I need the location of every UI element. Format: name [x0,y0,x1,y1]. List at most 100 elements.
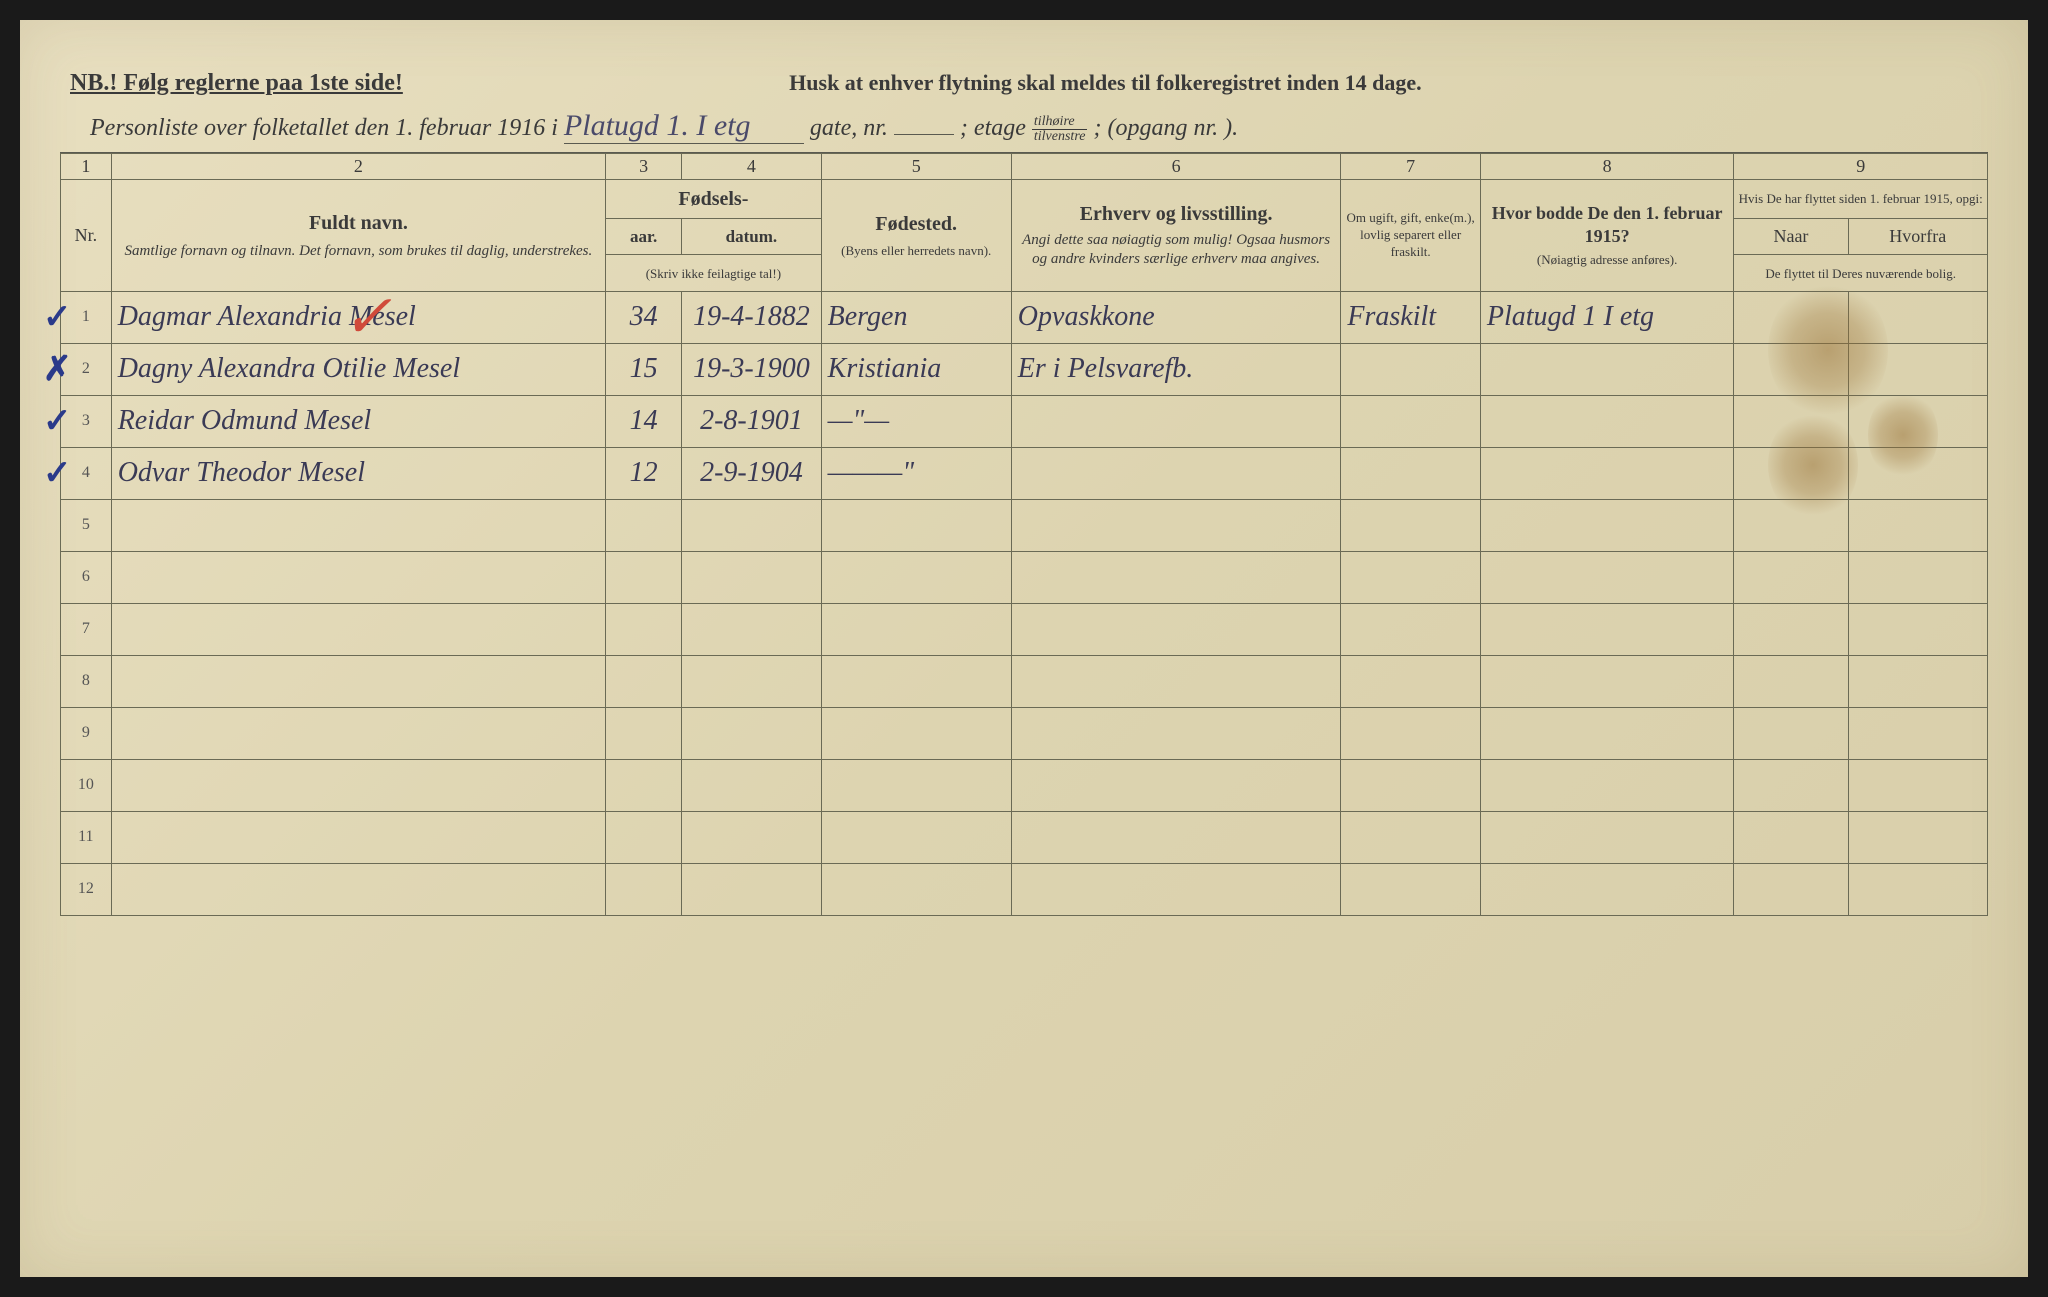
cell-when [1734,447,1848,499]
cell-occupation: Er i Pelsvarefb. [1011,343,1341,395]
col-fodsels: Fødsels- [606,180,822,219]
table-row: 9 [61,707,1988,759]
cell-civil [1341,811,1480,863]
col-naar: Naar [1734,219,1848,255]
cell-place [821,759,1011,811]
cell-from [1848,707,1988,759]
cell-when [1734,811,1848,863]
cell-occupation [1011,551,1341,603]
cell-civil [1341,707,1480,759]
row-number: 6 [61,551,112,603]
cell-from [1848,603,1988,655]
cell-name [111,863,605,915]
cell-from [1848,655,1988,707]
cell-date: 19-4-1882 [682,291,821,343]
cell-name [111,811,605,863]
col-1915: Hvor bodde De den 1. februar 1915? (Nøia… [1480,180,1734,292]
cell-year: 12 [606,447,682,499]
cell-when [1734,395,1848,447]
cell-occupation [1011,447,1341,499]
cell-place [821,811,1011,863]
cell-occupation [1011,707,1341,759]
cell-place [821,499,1011,551]
cell-place: —"— [821,395,1011,447]
cell-year: 14 [606,395,682,447]
row-number: 1✓ [61,291,112,343]
cell-from [1848,551,1988,603]
table-row: 6 [61,551,1988,603]
col-name: Fuldt navn. Samtlige fornavn og tilnavn.… [111,180,605,292]
cell-place [821,707,1011,759]
row-number: 11 [61,811,112,863]
table-row: 5 [61,499,1988,551]
row-number: 3✓ [61,395,112,447]
cell-addr1915 [1480,759,1734,811]
cell-name: Reidar Odmund Mesel [111,395,605,447]
table-row: 2✗Dagny Alexandra Otilie Mesel1519-3-190… [61,343,1988,395]
cell-name [111,499,605,551]
header-row-2: Personliste over folketallet den 1. febr… [60,109,1988,153]
column-number-row: 1 2 3 4 5 6 7 8 9 [61,154,1988,180]
cell-from [1848,447,1988,499]
cell-occupation [1011,863,1341,915]
cell-when [1734,291,1848,343]
cell-place: ———" [821,447,1011,499]
cell-addr1915 [1480,655,1734,707]
table-row: 1✓Dagmar Alexandria Mesel✓3419-4-1882Ber… [61,291,1988,343]
cell-addr1915 [1480,447,1734,499]
margin-checkmark: ✓ [43,297,72,337]
col-civil: Om ugift, gift, enke(m.), lovlig separer… [1341,180,1480,292]
table-row: 3✓Reidar Odmund Mesel142-8-1901—"— [61,395,1988,447]
row-number: 2✗ [61,343,112,395]
cell-from [1848,291,1988,343]
cell-date [682,759,821,811]
cell-date [682,603,821,655]
cell-civil [1341,655,1480,707]
margin-checkmark: ✓ [43,453,72,493]
cell-name [111,551,605,603]
cell-occupation [1011,499,1341,551]
cell-date: 19-3-1900 [682,343,821,395]
cell-occupation [1011,759,1341,811]
margin-checkmark: ✗ [43,349,72,389]
cell-from [1848,343,1988,395]
col-moved-sub: De flyttet til Deres nuværende bolig. [1734,255,1988,291]
cell-addr1915 [1480,707,1734,759]
cell-civil [1341,603,1480,655]
cell-civil [1341,395,1480,447]
row-number: 4✓ [61,447,112,499]
cell-place [821,655,1011,707]
table-row: 7 [61,603,1988,655]
cell-place [821,863,1011,915]
cell-name [111,603,605,655]
cell-date: 2-8-1901 [682,395,821,447]
table-row: 12 [61,863,1988,915]
cell-date: 2-9-1904 [682,447,821,499]
cell-addr1915 [1480,863,1734,915]
cell-year [606,811,682,863]
cell-when [1734,707,1848,759]
cell-occupation [1011,655,1341,707]
red-checkmark: ✓ [342,282,392,352]
cell-occupation [1011,603,1341,655]
cell-civil [1341,343,1480,395]
cell-year [606,551,682,603]
cell-when [1734,863,1848,915]
header-row-1: NB.! Følg reglerne paa 1ste side! Husk a… [60,70,1988,97]
cell-date [682,499,821,551]
cell-civil [1341,863,1480,915]
cell-occupation [1011,811,1341,863]
cell-occupation [1011,395,1341,447]
cell-year [606,499,682,551]
cell-civil [1341,447,1480,499]
cell-addr1915 [1480,811,1734,863]
census-table: 1 2 3 4 5 6 7 8 9 Nr. Fuldt navn. Samtli… [60,153,1988,916]
row-number: 9 [61,707,112,759]
cell-name: Dagmar Alexandria Mesel✓ [111,291,605,343]
cell-date [682,863,821,915]
cell-name [111,759,605,811]
cell-civil: Fraskilt [1341,291,1480,343]
col-datum: datum. [682,219,821,255]
cell-from [1848,499,1988,551]
cell-from [1848,395,1988,447]
